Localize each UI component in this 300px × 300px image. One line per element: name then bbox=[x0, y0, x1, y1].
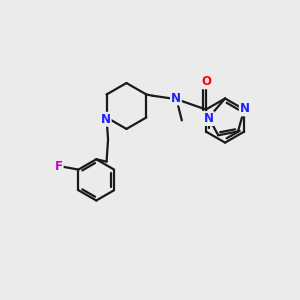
Text: N: N bbox=[240, 102, 250, 116]
Text: N: N bbox=[101, 113, 111, 126]
Text: O: O bbox=[201, 75, 211, 88]
Text: F: F bbox=[55, 160, 63, 173]
Text: N: N bbox=[204, 112, 214, 125]
Text: N: N bbox=[171, 92, 181, 104]
